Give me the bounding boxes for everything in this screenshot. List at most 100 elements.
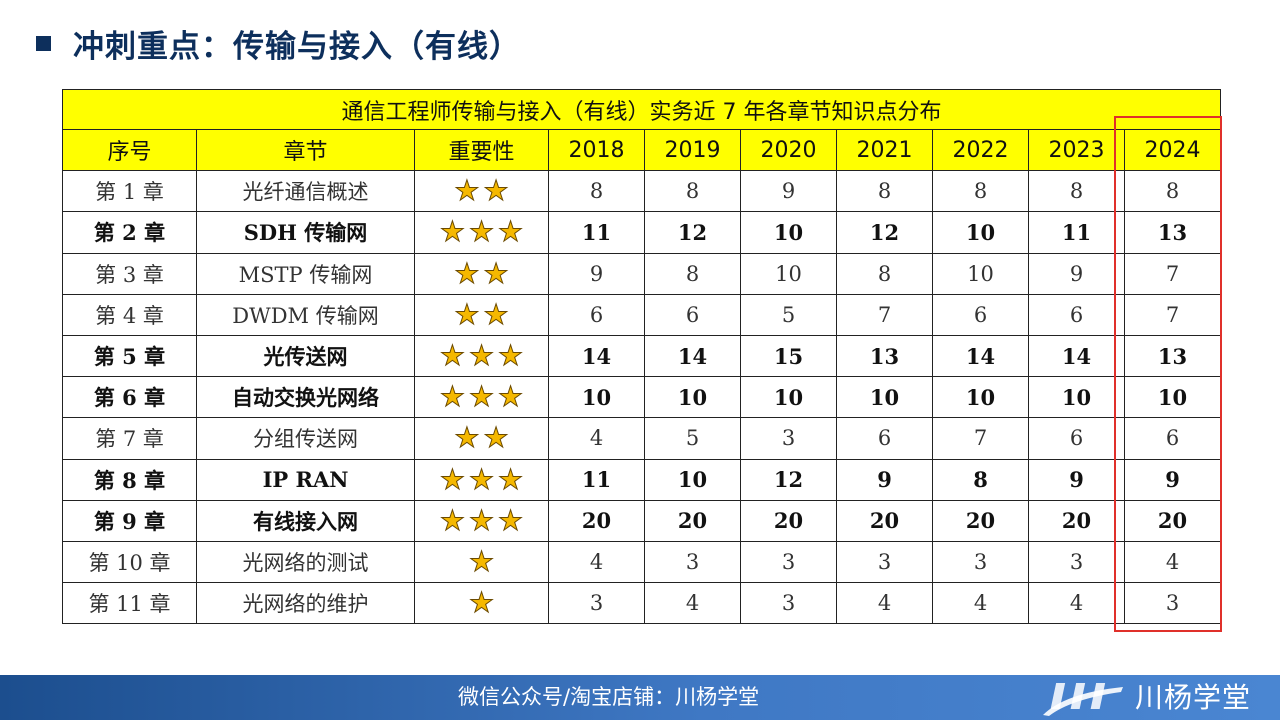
star-icon: ★ xyxy=(454,297,480,331)
year-value-cell: 6 xyxy=(1028,417,1125,460)
year-value-cell: 11 xyxy=(1028,211,1125,254)
table-row: 第 1 章光纤通信概述 ★ ★ 8 8 9 8 8 8 8 xyxy=(62,170,1222,213)
table-row: 第 10 章光网络的测试 ★ 4 3 3 3 3 3 4 xyxy=(62,540,1222,584)
year-value-cell: 8 xyxy=(548,170,645,213)
star-icon: ★ xyxy=(439,503,465,537)
footer-bar: 微信公众号/淘宝店铺：川杨学堂 川杨学堂 xyxy=(0,675,1280,720)
chapter-number: 第 11 章 xyxy=(62,582,197,625)
year-value-cell: 8 xyxy=(932,170,1029,213)
year-value-cell: 4 xyxy=(1028,582,1125,625)
chapter-number: 第 7 章 xyxy=(62,417,197,460)
year-value-cell: 20 xyxy=(836,499,933,542)
chapter-name: DWDM 传输网 xyxy=(196,293,415,336)
year-value-cell: 10 xyxy=(932,252,1029,295)
year-value-cell: 8 xyxy=(1028,170,1125,213)
chapter-number: 第 8 章 xyxy=(62,458,197,501)
page-title: 冲刺重点：传输与接入（有线） xyxy=(73,28,521,65)
year-value-cell: 10 xyxy=(548,376,645,419)
star-icon: ★ xyxy=(498,215,524,249)
year-value-cell: 8 xyxy=(836,252,933,295)
year-value-cell: 9 xyxy=(548,252,645,295)
importance-rating: ★ ★ xyxy=(414,252,549,295)
year-value-cell: 3 xyxy=(1123,582,1222,625)
table-row: 第 4 章 DWDM 传输网 ★ ★ 6 6 5 7 6 6 7 xyxy=(62,293,1222,336)
star-icon: ★ xyxy=(498,503,524,537)
year-value-cell: 3 xyxy=(932,540,1029,584)
star-icon: ★ xyxy=(498,462,524,496)
year-value-cell: 14 xyxy=(1028,334,1125,378)
year-value-cell: 3 xyxy=(836,540,933,584)
year-value-cell: 8 xyxy=(644,170,741,213)
table-row: 第 3 章 MSTP 传输网 ★ ★ 9 8 10 8 10 9 7 xyxy=(62,252,1222,295)
year-value-cell: 7 xyxy=(1123,252,1222,295)
column-header: 章节 xyxy=(196,128,415,172)
year-value-cell: 3 xyxy=(740,540,837,584)
table-row: 第 8 章 IP RAN ★ ★ ★ 11 10 12 9 8 9 9 xyxy=(62,458,1222,501)
year-value-cell: 20 xyxy=(548,499,645,542)
year-value-cell: 5 xyxy=(740,293,837,336)
importance-rating: ★ ★ ★ xyxy=(414,211,549,254)
importance-rating: ★ ★ xyxy=(414,293,549,336)
square-bullet-icon xyxy=(36,35,51,51)
year-value-cell: 9 xyxy=(1028,252,1125,295)
chapter-name: 光纤通信概述 xyxy=(196,170,415,213)
year-value-cell: 20 xyxy=(1028,499,1125,542)
chapter-number: 第 3 章 xyxy=(62,252,197,295)
star-icon: ★ xyxy=(483,297,509,331)
year-value-cell: 6 xyxy=(932,293,1029,336)
year-value-cell: 14 xyxy=(644,334,741,378)
year-value-cell: 11 xyxy=(548,458,645,501)
chapter-number: 第 10 章 xyxy=(62,540,197,584)
importance-rating: ★ ★ ★ xyxy=(414,499,549,542)
year-value-cell: 12 xyxy=(836,211,933,254)
table-row: 第 9 章有线接入网 ★ ★ ★ 20 20 20 20 20 20 20 xyxy=(62,499,1222,542)
table-row: 第 2 章 SDH 传输网 ★ ★ ★ 11 12 10 12 10 11 13 xyxy=(62,211,1222,254)
year-value-cell: 3 xyxy=(1028,540,1125,584)
year-value-cell: 7 xyxy=(836,293,933,336)
year-value-cell: 4 xyxy=(548,417,645,460)
star-icon: ★ xyxy=(483,421,509,455)
table-row: 第 5 章光传送网 ★ ★ ★ 14 14 15 13 14 14 13 xyxy=(62,334,1222,378)
chapter-name: 光传送网 xyxy=(196,334,415,378)
star-icon: ★ xyxy=(468,503,495,537)
year-value-cell: 4 xyxy=(836,582,933,625)
star-icon: ★ xyxy=(439,462,465,496)
star-icon: ★ xyxy=(498,339,524,373)
year-value-cell: 3 xyxy=(644,540,741,584)
year-value-cell: 12 xyxy=(644,211,741,254)
chapter-number: 第 4 章 xyxy=(62,293,197,336)
importance-rating: ★ ★ xyxy=(414,417,549,460)
importance-rating: ★ ★ ★ xyxy=(414,376,549,419)
importance-rating: ★ ★ ★ xyxy=(414,458,549,501)
year-value-cell: 10 xyxy=(1028,376,1125,419)
year-value-cell: 9 xyxy=(740,170,837,213)
chapter-number: 第 2 章 xyxy=(62,211,197,254)
year-value-cell: 13 xyxy=(836,334,933,378)
year-value-cell: 3 xyxy=(740,582,837,625)
year-value-cell: 6 xyxy=(836,417,933,460)
year-value-cell: 7 xyxy=(1123,293,1222,336)
footer-brand-name: 川杨学堂 xyxy=(1135,681,1252,714)
year-value-cell: 4 xyxy=(548,540,645,584)
chapter-name: 有线接入网 xyxy=(196,499,415,542)
footer-contact-info: 微信公众号/淘宝店铺：川杨学堂 xyxy=(458,685,760,709)
importance-rating: ★ ★ xyxy=(414,170,549,213)
table-row: 第 11 章光网络的维护 ★ 3 4 3 4 4 4 3 xyxy=(62,582,1222,625)
year-value-cell: 20 xyxy=(932,499,1029,542)
importance-rating: ★ xyxy=(414,582,549,625)
chapter-number: 第 6 章 xyxy=(62,376,197,419)
star-icon: ★ xyxy=(483,174,509,208)
year-value-cell: 15 xyxy=(740,334,837,378)
year-value-cell: 10 xyxy=(740,211,837,254)
importance-rating: ★ ★ ★ xyxy=(414,334,549,378)
chapter-number: 第 5 章 xyxy=(62,334,197,378)
year-value-cell: 8 xyxy=(836,170,933,213)
column-header: 2024 xyxy=(1123,128,1222,172)
table-title-row: 通信工程师传输与接入（有线）实务近 7 年各章节知识点分布 xyxy=(61,89,1222,130)
chapter-name: 分组传送网 xyxy=(196,417,415,460)
year-value-cell: 3 xyxy=(740,417,837,460)
year-value-cell: 10 xyxy=(740,376,837,419)
year-value-cell: 13 xyxy=(1123,334,1222,378)
year-value-cell: 10 xyxy=(932,211,1029,254)
star-icon: ★ xyxy=(454,421,480,455)
